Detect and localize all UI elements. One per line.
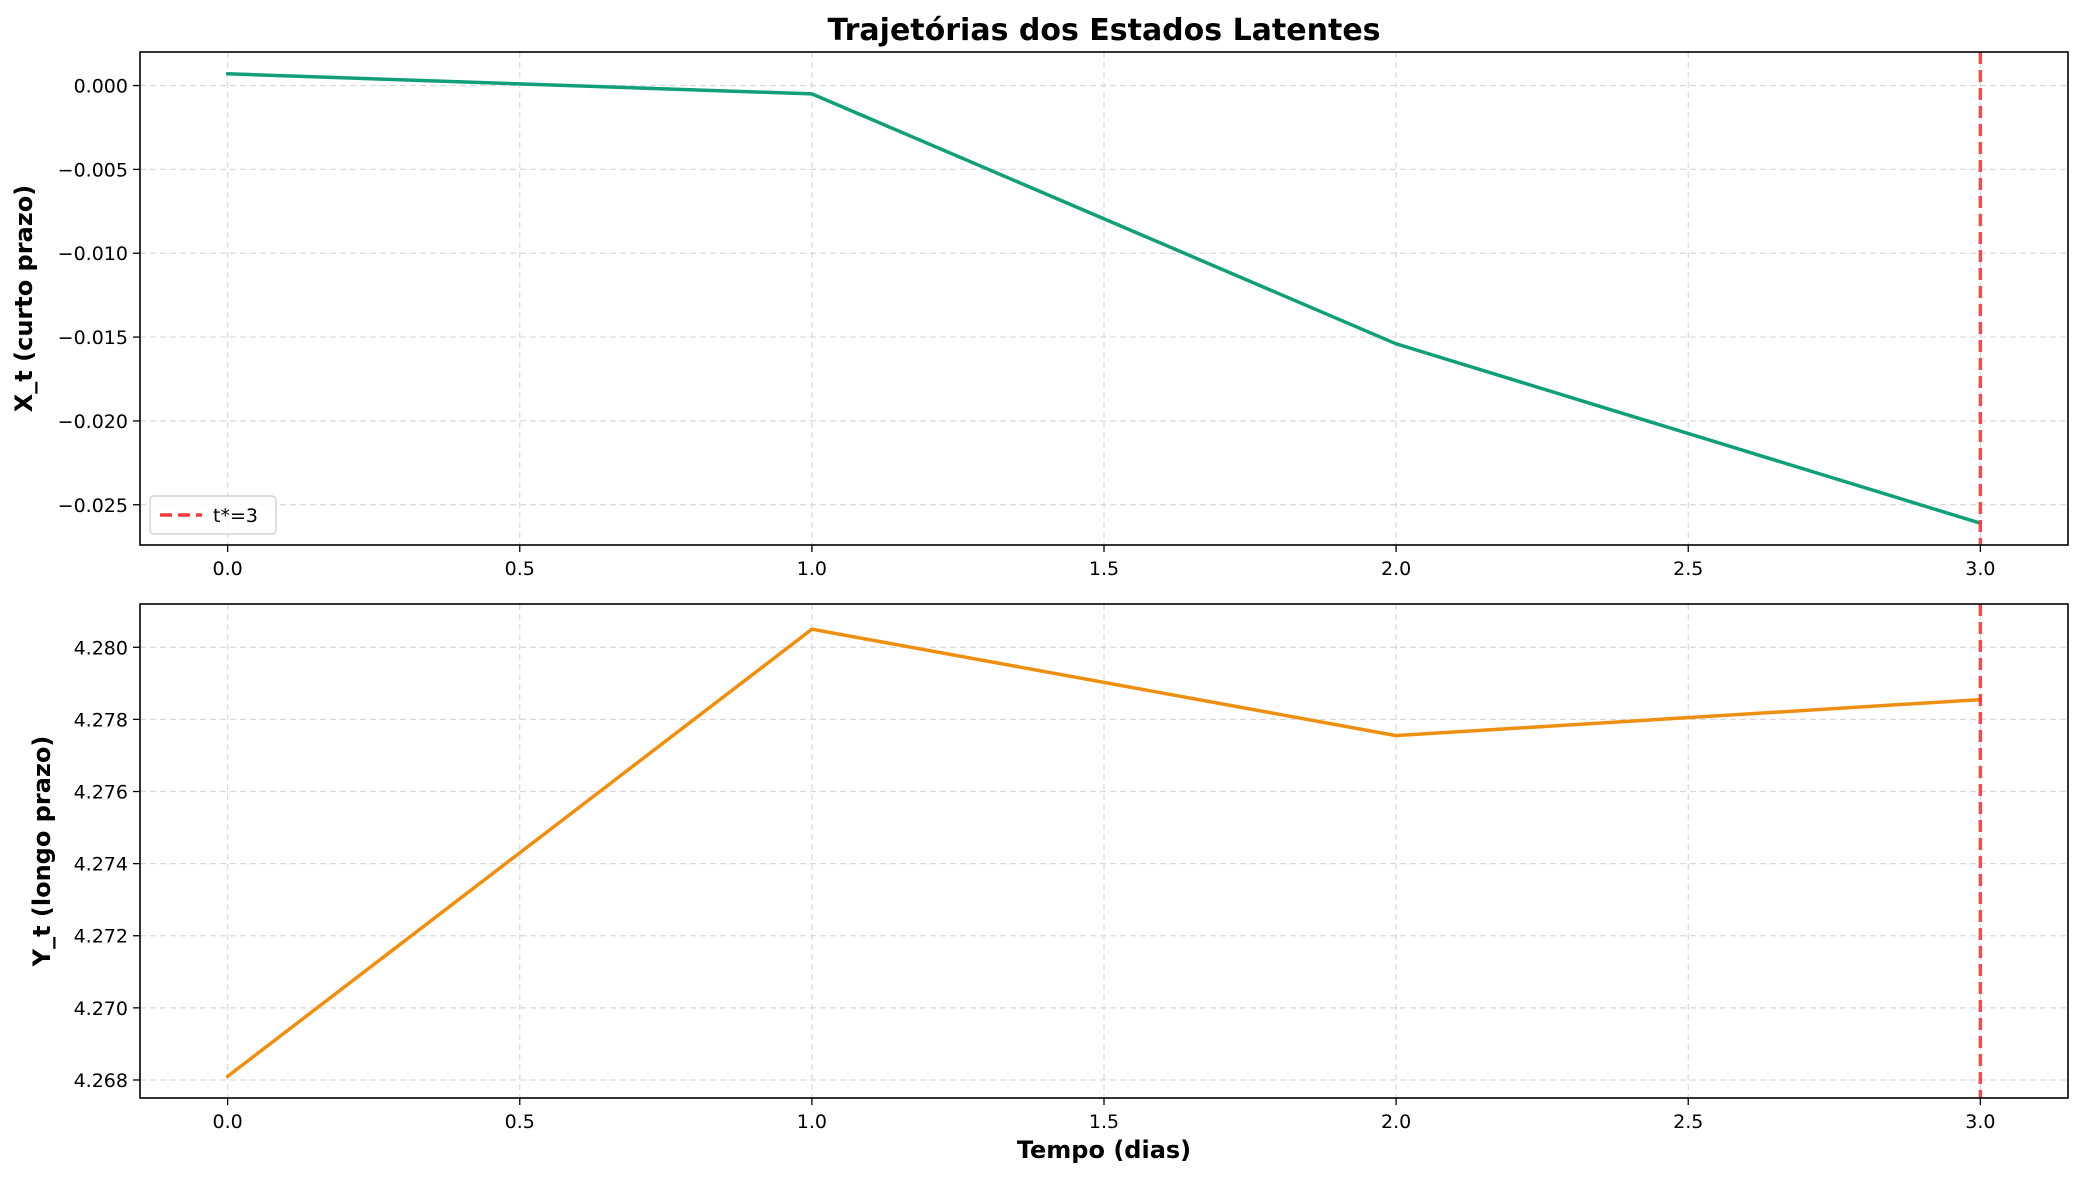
x-tick-label: 2.5: [1673, 1111, 1703, 1133]
y-tick-label: 4.272: [74, 926, 128, 948]
series-line: [225, 72, 1983, 525]
x-tick-label: 1.0: [797, 1111, 827, 1133]
x-tick-label: 0.0: [213, 1111, 243, 1133]
x-tick-label: 2.0: [1381, 1111, 1411, 1133]
y-tick-label: −0.005: [58, 159, 128, 181]
x-tick-label: 3.0: [1965, 558, 1995, 580]
x-tick-label: 2.5: [1673, 558, 1703, 580]
x-tick-label: 0.5: [505, 1111, 535, 1133]
x-tick-label: 2.0: [1381, 558, 1411, 580]
y-tick-label: 4.274: [74, 854, 128, 876]
y-tick-label: 4.268: [74, 1070, 128, 1092]
y-tick-label: 4.280: [74, 637, 128, 659]
y-tick-label: −0.015: [58, 327, 128, 349]
x-tick-label: 3.0: [1965, 1111, 1995, 1133]
x-axis-label: Tempo (dias): [1017, 1136, 1191, 1164]
y-tick-label: 4.278: [74, 709, 128, 731]
x-tick-label: 0.5: [505, 558, 535, 580]
legend-label: t*=3: [213, 505, 258, 527]
axes-frame: [139, 51, 2069, 546]
y-tick-label: −0.020: [58, 411, 128, 433]
y-tick-label: 0.000: [74, 76, 128, 98]
x-tick-label: 0.0: [213, 558, 243, 580]
legend-box: [149, 495, 277, 535]
y-tick-label: 4.270: [74, 998, 128, 1020]
y-tick-label: −0.025: [58, 495, 128, 517]
x-tick-label: 1.5: [1089, 1111, 1119, 1133]
figure-title: Trajetórias dos Estados Latentes: [827, 13, 1380, 48]
x-tick-label: 1.5: [1089, 558, 1119, 580]
panel-bottom-y-t: 0.0 0.5 1.0 1.5 2.0 2.5 3.0 4.268 4.270 4.272 4.27…: [28, 603, 2069, 1164]
panel-top-x-t: 0.0 0.5 1.0 1.5 2.0 2.5 3.0 0.000 −0.005 −0.010 −0…: [10, 51, 2069, 580]
x-tick-label: 1.0: [797, 558, 827, 580]
y-tick-label: −0.010: [58, 243, 128, 265]
y-axis-label: X_t (curto prazo): [10, 185, 38, 412]
y-axis-label: Y_t (longo prazo): [28, 736, 56, 968]
y-tick-label: 4.276: [74, 782, 128, 804]
axes-frame: [139, 603, 2069, 1099]
series-line: [225, 627, 1983, 1079]
legend: t*=3: [149, 495, 277, 535]
